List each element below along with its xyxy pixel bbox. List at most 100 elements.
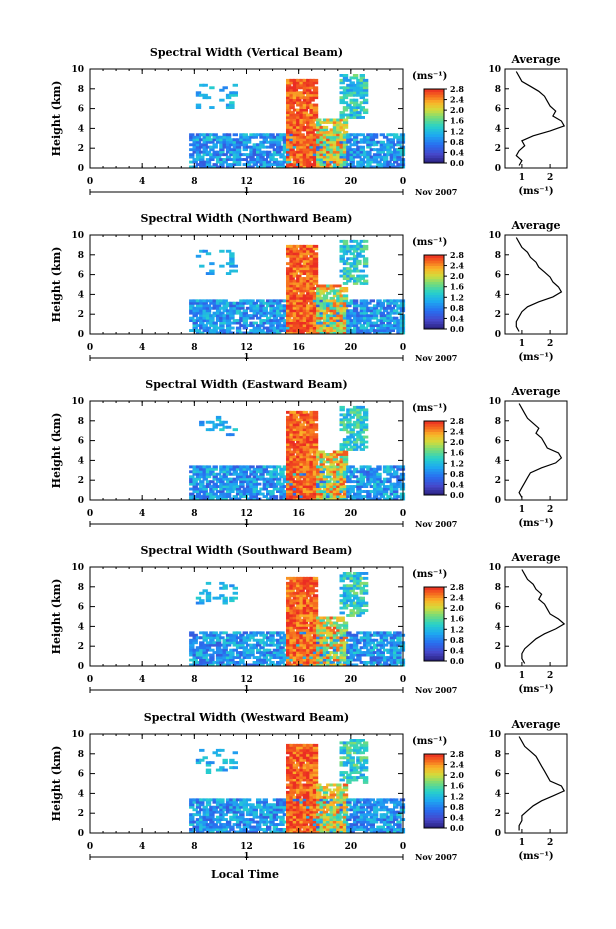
colorbar-swatch (424, 131, 444, 135)
heatmap-cell (202, 324, 208, 327)
heatmap-cell (346, 633, 352, 637)
heatmap-cell (249, 648, 255, 652)
colorbar-swatch (424, 444, 444, 448)
heatmap-cell (306, 306, 312, 310)
heatmap-cell (292, 269, 299, 273)
heatmap-cell (289, 155, 295, 159)
heatmap-cell (199, 653, 205, 657)
heatmap-cell (312, 160, 319, 164)
heatmap-cell (336, 467, 342, 471)
heatmap-cell (302, 596, 309, 600)
heatmap-cell (292, 249, 299, 253)
heatmap-cell (229, 103, 235, 107)
heatmap-cell (362, 633, 369, 637)
heatmap-cell (349, 239, 355, 243)
heatmap-cell (249, 304, 255, 308)
heatmap-cell (302, 591, 309, 595)
heatmap-cell (192, 145, 198, 149)
heatmap-cell (209, 272, 215, 275)
heatmap-cell (319, 472, 325, 476)
heatmap-cell (362, 274, 369, 278)
colorbar-swatch (424, 292, 444, 296)
heatmap-cell (202, 301, 208, 305)
heatmap-cell (339, 453, 345, 456)
heatmap-cell (389, 309, 395, 313)
heatmap-cell (209, 487, 215, 491)
heatmap-cell (346, 324, 352, 327)
heatmap-cell (239, 475, 245, 479)
heatmap-cell (286, 138, 292, 142)
heatmap-cell (292, 274, 299, 278)
heatmap-cell (282, 135, 289, 139)
heatmap-cell (205, 497, 212, 501)
heatmap-cell (212, 329, 218, 332)
heatmap-cell (393, 661, 399, 664)
heatmap-cell (322, 299, 329, 303)
heatmap-cell (212, 135, 218, 139)
heatmap-cell (222, 495, 228, 498)
heatmap-cell (219, 158, 225, 161)
heatmap-cell (396, 148, 402, 152)
heatmap-cell (372, 304, 379, 308)
heatmap-cell (199, 145, 205, 149)
heatmap-cell (292, 113, 299, 117)
heatmap-cell (379, 490, 385, 493)
heatmap-cell (376, 163, 382, 166)
heatmap-cell (222, 646, 228, 650)
heatmap-cell (342, 269, 349, 273)
heatmap-cell (239, 331, 245, 335)
heatmap-cell (339, 658, 345, 662)
heatmap-cell (299, 492, 305, 496)
heatmap-cell (272, 153, 279, 157)
heatmap-cell (309, 596, 315, 600)
heatmap-cell (349, 257, 355, 261)
heatmap-cell (245, 485, 252, 488)
heatmap-cell (286, 621, 292, 625)
heatmap-cell (296, 643, 302, 647)
heatmap-cell (342, 158, 349, 161)
heatmap-cell (229, 651, 235, 654)
heatmap-cell (376, 475, 382, 479)
heatmap-cell (352, 495, 359, 498)
heatmap-cell (316, 304, 322, 308)
heatmap-cell (219, 661, 225, 664)
heatmap-cell (232, 158, 238, 161)
heatmap-cell (242, 467, 248, 471)
heatmap-cell (399, 306, 406, 310)
heatmap-cell (296, 492, 302, 496)
heatmap-cell (322, 284, 329, 288)
heatmap-cell (222, 304, 228, 308)
heatmap-cell (195, 663, 202, 667)
heatmap-cell (393, 487, 399, 491)
heatmap-cell (189, 638, 195, 642)
heatmap-cell (316, 453, 322, 456)
heatmap-cell (219, 643, 225, 647)
heatmap-cell (262, 150, 268, 154)
heatmap-cell (372, 475, 379, 479)
heatmap-cell (379, 329, 385, 332)
heatmap-cell (299, 438, 305, 441)
heatmap-cell (229, 472, 235, 476)
heatmap-cell (389, 467, 395, 471)
heatmap-cell (319, 475, 325, 479)
heatmap-cell (245, 477, 252, 481)
heatmap-cell (349, 329, 355, 332)
heatmap-cell (245, 138, 252, 142)
heatmap-cell (329, 643, 335, 647)
colorbar-swatch (424, 597, 444, 601)
colorbar-swatch (424, 112, 444, 116)
heatmap-cell (296, 438, 302, 441)
colorbar-swatch (424, 610, 444, 614)
heatmap-cell (339, 244, 345, 248)
heatmap-cell (352, 319, 359, 322)
heatmap-cell (302, 438, 309, 441)
heatmap-cell (332, 477, 339, 481)
heatmap-cell (349, 614, 355, 617)
heatmap-cell (209, 158, 215, 161)
heatmap-cell (229, 264, 235, 268)
heatmap-cell (272, 148, 279, 152)
heatmap-cell (329, 455, 335, 459)
heatmap-cell (302, 648, 309, 652)
heatmap-cell (209, 155, 215, 159)
heatmap-cell (346, 586, 352, 590)
